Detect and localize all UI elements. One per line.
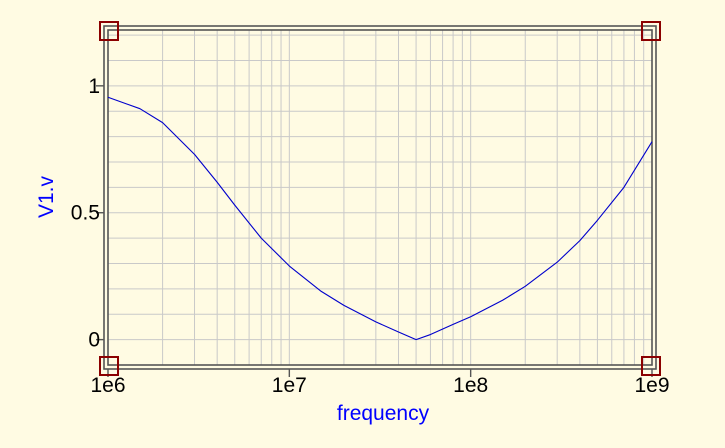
plot-border-outer (103, 25, 657, 370)
corner-marker (99, 356, 119, 376)
corner-marker (99, 21, 119, 41)
y-tick-label: 0.5 (71, 202, 100, 225)
tick-labels: 1e6 1e7 1e8 1e9 0 0.5 1 (71, 75, 670, 397)
x-tick-label: 1e7 (272, 374, 307, 397)
y-tick-label: 1 (88, 75, 100, 98)
grid (107, 30, 652, 365)
plot-border-inner (107, 29, 653, 366)
corner-markers (99, 21, 661, 376)
x-axis-title: frequency (337, 402, 430, 425)
x-tick-label: 1e8 (453, 374, 488, 397)
series-layer (107, 96, 653, 341)
x-tick-label: 1e6 (90, 374, 125, 397)
x-tick-label: 1e9 (634, 374, 669, 397)
plot-frame (96, 25, 657, 377)
series-line-0 (107, 96, 653, 341)
y-axis-title: V1.v (35, 175, 58, 218)
y-tick-label: 0 (88, 329, 100, 352)
corner-marker (641, 356, 661, 376)
corner-marker (641, 21, 661, 41)
